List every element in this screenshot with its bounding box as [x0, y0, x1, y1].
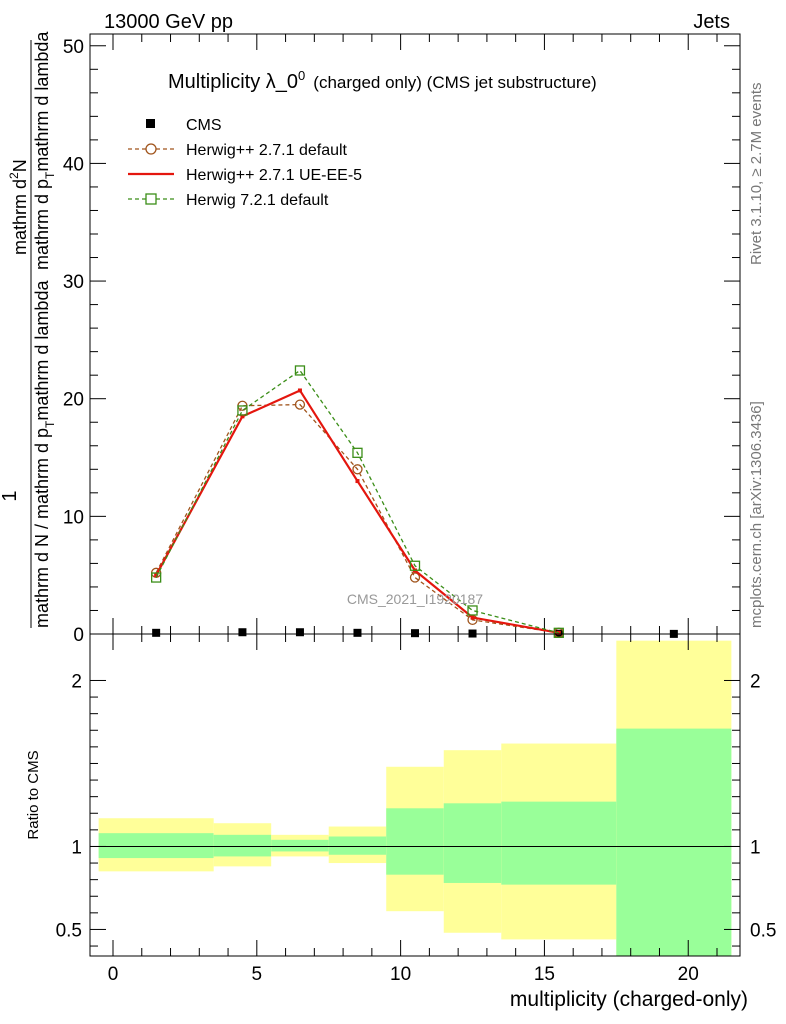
series-marker [294, 365, 306, 376]
series-marker [154, 573, 159, 578]
y-tick-label: 50 [63, 37, 84, 58]
header-left-label: 13000 GeV pp [104, 11, 233, 33]
ratio-y-tick-label-right: 1 [750, 837, 761, 858]
series-marker [352, 447, 363, 458]
main-plot: 0 10 20 30 40 50 CMS_2021_I1920187 Multiplici… [63, 33, 741, 646]
legend-label: CMS [186, 117, 222, 134]
header-right-label: Jets [693, 11, 730, 33]
main-series [151, 365, 678, 638]
ratio-y-tick-label-right: 0.5 [750, 920, 776, 941]
legend: CMS Herwig++ 2.7.1 default Herwig++ 2.7.1 … [128, 117, 362, 209]
series-3 [151, 365, 564, 638]
ylabel-den-sub: T [43, 171, 57, 179]
x-tick-label: 15 [534, 964, 555, 985]
ratio-y-tick-label: 0.5 [56, 920, 82, 941]
x-axis-label: multiplicity (charged-only) [510, 988, 748, 1011]
series-marker [467, 605, 478, 616]
chart-title-suffix: (charged only) (CMS jet substructure) [313, 73, 596, 92]
chart-title-sup: 0 [298, 68, 305, 83]
series-marker [409, 572, 421, 583]
series-marker [151, 572, 162, 583]
ratio-plot: 0.5 0.51 12 20 5 10 15 20 Ratio to CMS multipli… [25, 633, 776, 1011]
ratio-ticks: 0.5 0.51 12 20 5 10 15 20 [56, 634, 776, 985]
legend-item: Herwig++ 2.7.1 default [128, 142, 348, 159]
legend-marker [145, 143, 157, 155]
ylabel-num-main: mathrm d [10, 179, 30, 255]
chart-title: Multiplicity λ_00 (charged only) (CMS jet… [168, 68, 597, 93]
ylabel-den-tail: mathrm d lambda [32, 31, 52, 172]
chart-title-main: Multiplicity λ_0 [168, 71, 298, 93]
ratio-inner-band [616, 728, 732, 956]
ratio-inner-band [501, 801, 617, 885]
y-tick-label: 40 [63, 154, 84, 175]
cms-data-point [353, 628, 362, 637]
watermark: CMS_2021_I1920187 [347, 591, 483, 607]
ratio-y-tick-label: 1 [71, 837, 82, 858]
legend-item: CMS [146, 117, 222, 134]
ratio-bands [98, 640, 732, 956]
ylabel-bottom-tail: mathrm d lambda [32, 280, 52, 421]
ylabel-num-tail: N [10, 159, 30, 172]
ratio-y-tick-label: 2 [71, 671, 82, 692]
ratio-plot-frame [89, 633, 741, 957]
legend-label: Herwig 7.2.1 default [186, 192, 329, 209]
legend-marker [145, 193, 157, 205]
series-line [155, 369, 559, 634]
ratio-inner-band [386, 808, 444, 875]
ylabel-bottom-sub: T [43, 420, 57, 428]
ylabel-den-upper: mathrm d pTmathrm d lambda [32, 31, 57, 270]
ratio-y-tick-label-right: 2 [750, 671, 761, 692]
cms-data-point [152, 628, 161, 637]
ratio-inner-band [271, 839, 329, 852]
ratio-inner-band [98, 833, 214, 859]
series-marker [409, 560, 421, 571]
cms-data-point [295, 628, 304, 637]
rivet-label: Rivet 3.1.10, ≥ 2.7M events [748, 83, 765, 266]
series-marker [470, 615, 475, 620]
legend-label: Herwig++ 2.7.1 UE-EE-5 [186, 167, 362, 184]
series-marker [553, 627, 564, 638]
x-tick-label: 5 [252, 964, 263, 985]
x-tick-label: 10 [390, 964, 411, 985]
series-line [155, 403, 559, 634]
series-marker [294, 399, 306, 410]
ylabel-den-line: mathrm d N / mathrm d pTmathrm d lambda [32, 280, 57, 628]
x-tick-label: 20 [678, 964, 699, 985]
y-tick-label: 0 [73, 625, 84, 646]
ylabel-num-sup: 2 [7, 172, 21, 179]
legend-label: Herwig++ 2.7.1 default [186, 142, 348, 159]
series-marker [240, 414, 245, 419]
legend-item: Herwig++ 2.7.1 UE-EE-5 [128, 167, 362, 184]
cms-data-point [238, 628, 247, 637]
y-tick-label: 20 [63, 390, 84, 411]
ylabel-num: mathrm d2N [7, 159, 30, 255]
ratio-inner-band [443, 803, 502, 883]
legend-item: Herwig 7.2.1 default [128, 192, 329, 209]
ylabel-den-main: mathrm d p [32, 179, 52, 270]
series-marker [355, 479, 360, 484]
legend-marker [146, 119, 155, 128]
y-tick-label: 30 [63, 272, 84, 293]
mcplots-label: mcplots.cern.ch [arXiv:1306.3436] [748, 401, 765, 628]
y-tick-label: 10 [63, 507, 84, 528]
ratio-y-axis-label: Ratio to CMS [25, 750, 42, 839]
series-marker [237, 405, 248, 416]
main-y-axis-label: 1 mathrm d2N mathrm d N / mathrm d pTmat… [0, 31, 57, 628]
series-0 [152, 628, 678, 638]
main-ticks: 0 10 20 30 40 50 [63, 34, 740, 646]
series-marker [352, 464, 363, 475]
ratio-inner-band [213, 834, 272, 857]
series-marker [297, 388, 302, 393]
cms-data-point [411, 629, 419, 638]
x-tick-label: 0 [108, 964, 119, 985]
ratio-inner-band [328, 836, 387, 855]
ylabel-top: 1 [0, 490, 21, 501]
ylabel-bottom-main: mathrm d N / mathrm d p [32, 428, 52, 628]
